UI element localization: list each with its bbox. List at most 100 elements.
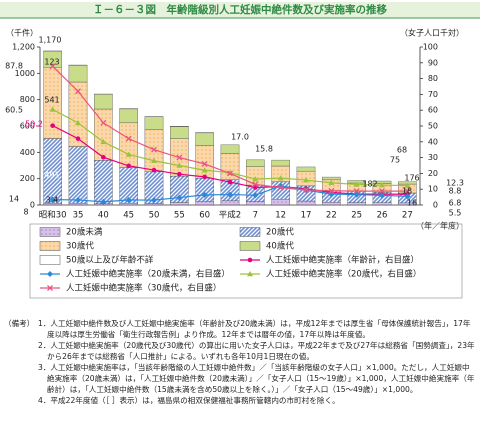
legend-label: 人工妊娠中絶実施率（20歳未満，右目盛） bbox=[66, 269, 230, 280]
annotation: 15.8 bbox=[255, 145, 273, 154]
annotation: 491 bbox=[44, 171, 59, 180]
bar-segment bbox=[170, 202, 189, 206]
marker bbox=[303, 187, 309, 193]
annotation: 68 bbox=[397, 146, 407, 155]
marker bbox=[328, 179, 335, 186]
annotation: 75 bbox=[390, 156, 400, 165]
legend-box bbox=[29, 223, 463, 299]
bar-segment bbox=[119, 108, 138, 124]
annotation: 8 bbox=[23, 208, 28, 217]
bar-segment bbox=[144, 129, 164, 173]
y-tick-label: 200 bbox=[20, 174, 35, 183]
notes-items: 1．人工妊娠中絶件数及び人工妊娠中絶実施率（年齢計及び20歳未満）は，平成12年… bbox=[38, 318, 476, 406]
marker bbox=[176, 194, 183, 201]
marker bbox=[125, 151, 132, 157]
legend-label: 人工妊娠中絶実施率（年齢計，右目盛） bbox=[266, 255, 419, 266]
notes-label: （備考） bbox=[4, 319, 35, 328]
marker bbox=[176, 154, 183, 161]
note: 4．平成22年度値（［ ］表示）は，福島県の相双保健福祉事務所管轄内の市町村を除… bbox=[38, 396, 340, 405]
annotation: 50.2 bbox=[25, 120, 43, 129]
marker bbox=[75, 196, 81, 203]
legend-label: 50歳以上及び年齢不詳 bbox=[66, 255, 154, 266]
legend-label: 40歳代 bbox=[266, 241, 294, 252]
bar-segment bbox=[220, 200, 240, 206]
marker bbox=[151, 167, 157, 173]
marker bbox=[201, 191, 208, 198]
marker bbox=[277, 184, 284, 191]
marker bbox=[303, 177, 309, 183]
annotation: 17.0 bbox=[231, 133, 249, 142]
marker bbox=[50, 123, 55, 128]
y2-tick-label: 50 bbox=[428, 122, 438, 131]
marker bbox=[353, 181, 360, 187]
bar-segment bbox=[144, 116, 164, 130]
marker bbox=[404, 193, 411, 200]
y-tick-label: 0 bbox=[30, 201, 35, 210]
legend-swatch bbox=[239, 241, 261, 251]
annotation: 541 bbox=[44, 96, 59, 105]
y2-tick-label: 70 bbox=[428, 90, 438, 99]
legend-swatch bbox=[39, 255, 61, 265]
x-tick-label: 22 bbox=[326, 211, 337, 221]
title-band bbox=[0, 2, 480, 18]
marker bbox=[125, 196, 132, 203]
bar-segment bbox=[347, 202, 366, 206]
marker bbox=[201, 167, 208, 173]
legend-label: 20歳未満 bbox=[66, 227, 103, 238]
x-axis-label: （年／年度） bbox=[416, 221, 464, 231]
x-tick-label: 昭和30 bbox=[39, 211, 67, 221]
bar-segment bbox=[94, 94, 113, 110]
annotation: 16 bbox=[407, 199, 417, 208]
annotation: 8.8 bbox=[449, 187, 462, 196]
legend-marker bbox=[47, 285, 53, 291]
annotation: 3.4 bbox=[46, 196, 59, 205]
marker bbox=[379, 188, 385, 195]
bar-segment bbox=[144, 203, 164, 206]
y2-tick-label: 40 bbox=[428, 137, 438, 146]
marker bbox=[101, 154, 106, 160]
y2-tick-label: 10 bbox=[428, 185, 438, 194]
marker bbox=[151, 197, 157, 204]
marker bbox=[227, 179, 233, 185]
annotation: 6.8 bbox=[449, 199, 462, 208]
bar-segment bbox=[246, 166, 265, 186]
bar-segment bbox=[68, 146, 88, 204]
y2-tick-label: 30 bbox=[428, 153, 438, 162]
bar-segment bbox=[195, 201, 214, 206]
marker bbox=[75, 88, 81, 95]
marker bbox=[176, 162, 183, 168]
x-tick-label: 60 bbox=[199, 211, 210, 221]
legend-label: 人工妊娠中絶実施率（30歳代，右目盛） bbox=[66, 283, 221, 294]
bar-segment bbox=[195, 132, 214, 146]
marker bbox=[252, 176, 259, 182]
legend-swatch bbox=[39, 227, 61, 237]
legend-swatch bbox=[39, 241, 61, 251]
legend-swatch bbox=[239, 227, 261, 237]
x-tick-label: 12 bbox=[275, 211, 286, 221]
marker bbox=[202, 174, 207, 180]
y-tick-label: 1000 bbox=[15, 69, 35, 78]
marker bbox=[404, 182, 411, 188]
y-tick-label: 400 bbox=[20, 148, 35, 157]
marker bbox=[100, 198, 107, 205]
y2-tick-label: 0 bbox=[433, 201, 438, 210]
y2-tick-label: 100 bbox=[423, 43, 438, 52]
y2-tick-label: 80 bbox=[428, 74, 438, 83]
marker bbox=[353, 188, 360, 195]
chart: Ｉ－６－３図 年齢階級別人工妊娠中絶件数及び実施率の推移 （千件） （女子人口千… bbox=[0, 2, 480, 299]
notes-row: （備考） 1．人工妊娠中絶件数及び人工妊娠中絶実施率（年齢計及び20歳未満）は，… bbox=[4, 318, 476, 406]
annotation: 18 bbox=[402, 187, 412, 196]
y-tick-label: 600 bbox=[20, 122, 35, 131]
bar-segment bbox=[68, 65, 88, 83]
legend-marker bbox=[47, 271, 53, 277]
y2-tick-label: 60 bbox=[428, 106, 438, 115]
chart-title: Ｉ－６－３図 年齢階級別人工妊娠中絶件数及び実施率の推移 bbox=[93, 3, 387, 16]
marker bbox=[277, 175, 284, 181]
annotation: 60.5 bbox=[5, 106, 23, 115]
notes: （備考） 1．人工妊娠中絶件数及び人工妊娠中絶実施率（年齢計及び20歳未満）は，… bbox=[4, 318, 476, 406]
bar-segment bbox=[271, 159, 290, 167]
marker bbox=[151, 146, 157, 153]
x-tick-label: 平成2 bbox=[219, 210, 241, 221]
bar-segment bbox=[322, 202, 341, 206]
